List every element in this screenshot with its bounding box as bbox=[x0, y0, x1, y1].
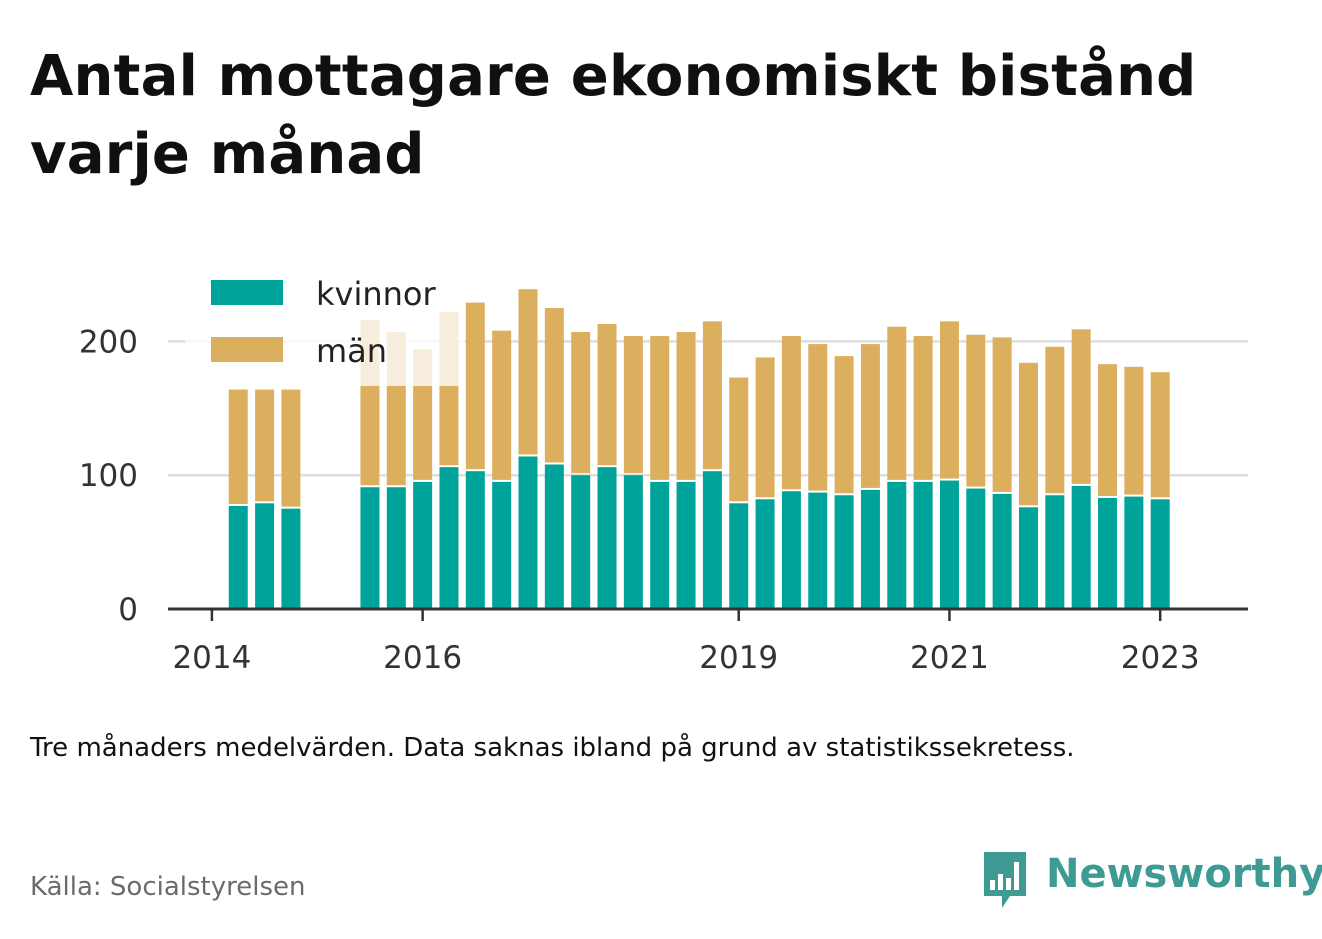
legend-label: kvinnor bbox=[316, 275, 437, 313]
bars bbox=[228, 289, 1170, 609]
bar-man bbox=[676, 332, 696, 480]
bar-man bbox=[281, 389, 301, 507]
bar-kvinnor bbox=[255, 503, 275, 609]
x-tick-label: 2021 bbox=[910, 640, 989, 676]
bar-man bbox=[571, 332, 591, 474]
bar-kvinnor bbox=[781, 491, 801, 609]
bar-kvinnor bbox=[1098, 497, 1118, 609]
y-tick-label: 100 bbox=[79, 458, 138, 494]
bar-man bbox=[623, 336, 643, 474]
chart-title: Antal mottagare ekonomiskt bistånd varje… bbox=[30, 44, 1197, 187]
bar-kvinnor bbox=[729, 503, 749, 609]
newsworthy-chart-bubble-icon bbox=[984, 852, 1026, 908]
bar-kvinnor bbox=[413, 481, 433, 609]
bar-kvinnor bbox=[492, 481, 512, 609]
y-tick-label: 200 bbox=[79, 324, 138, 360]
bar-man bbox=[1045, 346, 1065, 494]
bar-kvinnor bbox=[360, 487, 380, 609]
bar-man bbox=[834, 356, 854, 494]
bar-kvinnor bbox=[913, 481, 933, 609]
bar-kvinnor bbox=[834, 495, 854, 609]
bar-man bbox=[518, 289, 538, 455]
bar-man bbox=[1071, 329, 1091, 484]
legend: kvinnor män bbox=[185, 262, 465, 386]
bar-man bbox=[966, 334, 986, 487]
bar-man bbox=[729, 377, 749, 502]
bar-kvinnor bbox=[623, 475, 643, 609]
y-tick-label: 0 bbox=[118, 592, 138, 628]
bar-kvinnor bbox=[281, 508, 301, 609]
bar-kvinnor bbox=[1150, 499, 1170, 609]
bar-kvinnor bbox=[860, 489, 880, 609]
bar-man bbox=[465, 302, 485, 470]
bar-man bbox=[1124, 366, 1144, 495]
bar-man bbox=[1018, 362, 1038, 506]
bar-man bbox=[887, 326, 907, 480]
bar-kvinnor bbox=[1124, 496, 1144, 609]
bar-man bbox=[913, 336, 933, 480]
bar-man bbox=[597, 324, 617, 466]
bar-man bbox=[860, 344, 880, 488]
bar-kvinnor bbox=[887, 481, 907, 609]
source-credit: Källa: Socialstyrelsen bbox=[30, 872, 306, 902]
bar-kvinnor bbox=[228, 505, 248, 609]
x-tick-label: 2023 bbox=[1121, 640, 1200, 676]
bar-kvinnor bbox=[439, 467, 459, 609]
bar-man bbox=[1150, 372, 1170, 498]
bar-man bbox=[228, 389, 248, 504]
bar-kvinnor bbox=[676, 481, 696, 609]
bar-man bbox=[650, 336, 670, 480]
brand-logo: Newsworthy bbox=[980, 848, 1322, 912]
legend-label: män bbox=[316, 332, 387, 370]
x-tick-label: 2016 bbox=[383, 640, 462, 676]
bar-man bbox=[992, 337, 1012, 492]
bar-man bbox=[492, 330, 512, 480]
bar-kvinnor bbox=[966, 488, 986, 609]
bar-man bbox=[808, 344, 828, 491]
legend-swatch bbox=[211, 280, 283, 305]
axes: 0 100 200 2014 2016 2019 2021 2023 bbox=[79, 324, 1248, 676]
x-tick-label: 2014 bbox=[172, 640, 251, 676]
bar-kvinnor bbox=[518, 456, 538, 609]
bar-kvinnor bbox=[571, 475, 591, 609]
bar-man bbox=[939, 321, 959, 479]
brand-name: Newsworthy bbox=[1046, 851, 1322, 897]
bar-man bbox=[781, 336, 801, 490]
bar-kvinnor bbox=[650, 481, 670, 609]
bar-man bbox=[755, 357, 775, 498]
bar-kvinnor bbox=[992, 493, 1012, 609]
bar-kvinnor bbox=[939, 480, 959, 609]
bar-man bbox=[255, 389, 275, 502]
bar-kvinnor bbox=[544, 464, 564, 609]
bar-kvinnor bbox=[755, 499, 775, 609]
bar-kvinnor bbox=[465, 471, 485, 609]
bar-kvinnor bbox=[702, 471, 722, 609]
bar-kvinnor bbox=[808, 492, 828, 609]
bar-man bbox=[1098, 364, 1118, 496]
stacked-bar-chart: 0 100 200 2014 2016 2019 2021 2023 kvinnor män bbox=[78, 262, 1248, 676]
bar-kvinnor bbox=[1018, 507, 1038, 609]
legend-swatch bbox=[211, 337, 283, 362]
bar-kvinnor bbox=[1071, 485, 1091, 609]
bar-kvinnor bbox=[597, 467, 617, 609]
chart-note: Tre månaders medelvärden. Data saknas ib… bbox=[30, 733, 1075, 763]
bar-kvinnor bbox=[386, 487, 406, 609]
bar-kvinnor bbox=[1045, 495, 1065, 609]
bar-man bbox=[544, 307, 564, 463]
x-tick-label: 2019 bbox=[699, 640, 778, 676]
bar-man bbox=[702, 321, 722, 470]
